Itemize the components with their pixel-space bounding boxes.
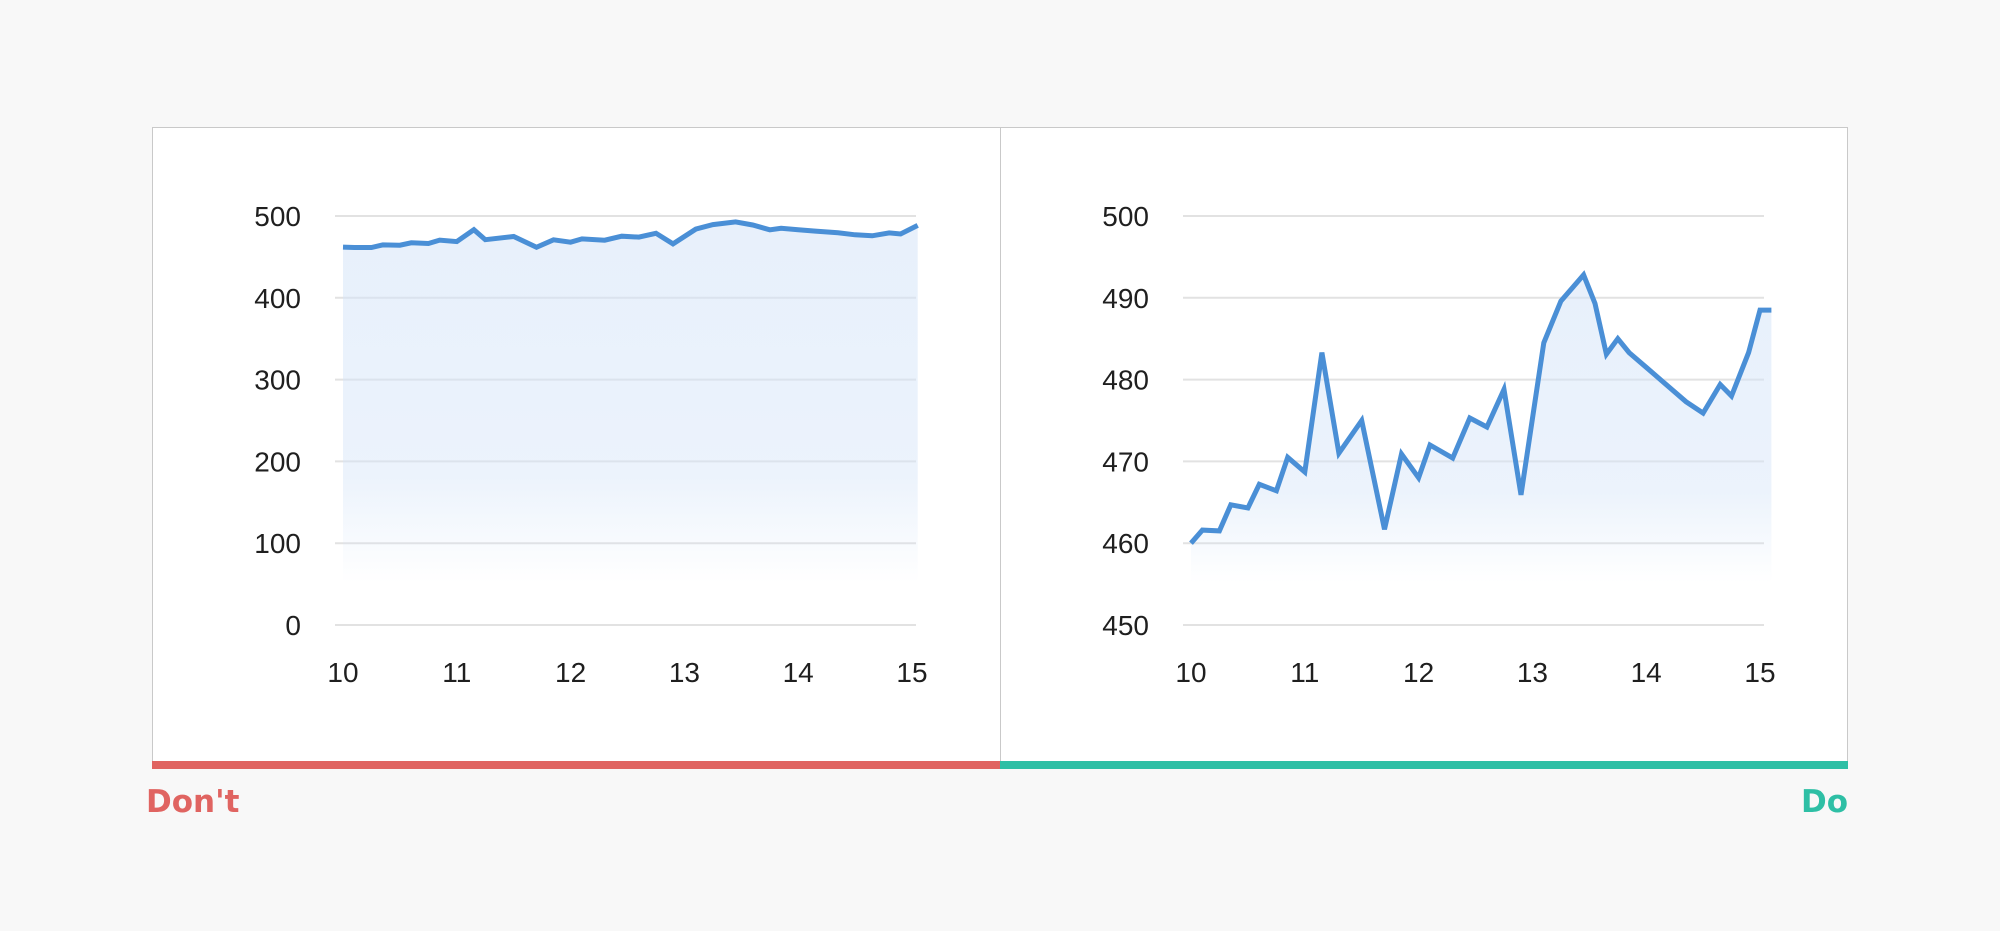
y-tick-label: 100	[254, 528, 301, 559]
y-tick-label: 500	[1102, 201, 1149, 232]
dont-indicator-bar	[152, 761, 1000, 769]
y-tick-label: 480	[1102, 365, 1149, 396]
comparison-frame: 0 100 200 300 400 500 10 11 12 13 14 15 450 460 470 48…	[152, 127, 1848, 763]
y-tick-label: 460	[1102, 528, 1149, 559]
do-label: Do	[1800, 784, 1848, 820]
do-indicator-bar	[1000, 761, 1848, 769]
y-tick-label: 470	[1102, 446, 1149, 477]
x-tick-label: 12	[1403, 657, 1434, 688]
dont-chart: 0 100 200 300 400 500 10 11 12 13 14 15	[254, 201, 927, 688]
x-tick-label: 15	[1744, 657, 1775, 688]
y-tick-label: 0	[285, 610, 301, 641]
x-tick-label: 10	[1175, 657, 1206, 688]
y-tick-label: 450	[1102, 610, 1149, 641]
series-area	[343, 221, 918, 583]
y-tick-label: 490	[1102, 283, 1149, 314]
x-tick-label: 14	[1631, 657, 1662, 688]
series-area	[1191, 274, 1772, 583]
x-tick-label: 12	[555, 657, 586, 688]
dont-label: Don't	[146, 784, 240, 820]
x-tick-label: 11	[442, 657, 471, 688]
x-tick-label: 11	[1290, 657, 1319, 688]
do-chart: 450 460 470 480 490 500 10 11 12 13 14 15	[1102, 201, 1775, 688]
x-tick-label: 13	[669, 657, 700, 688]
x-tick-label: 13	[1517, 657, 1548, 688]
y-tick-label: 400	[254, 283, 301, 314]
dont-panel: 0 100 200 300 400 500 10 11 12 13 14 15	[153, 128, 1000, 762]
x-tick-label: 15	[896, 657, 927, 688]
series-line	[342, 219, 919, 251]
do-panel: 450 460 470 480 490 500 10 11 12 13 14 15	[1000, 128, 1847, 762]
y-tick-label: 300	[254, 365, 301, 396]
y-tick-label: 200	[254, 446, 301, 477]
x-tick-label: 10	[327, 657, 358, 688]
x-tick-label: 14	[783, 657, 814, 688]
y-tick-label: 500	[254, 201, 301, 232]
series-line	[1189, 270, 1772, 545]
